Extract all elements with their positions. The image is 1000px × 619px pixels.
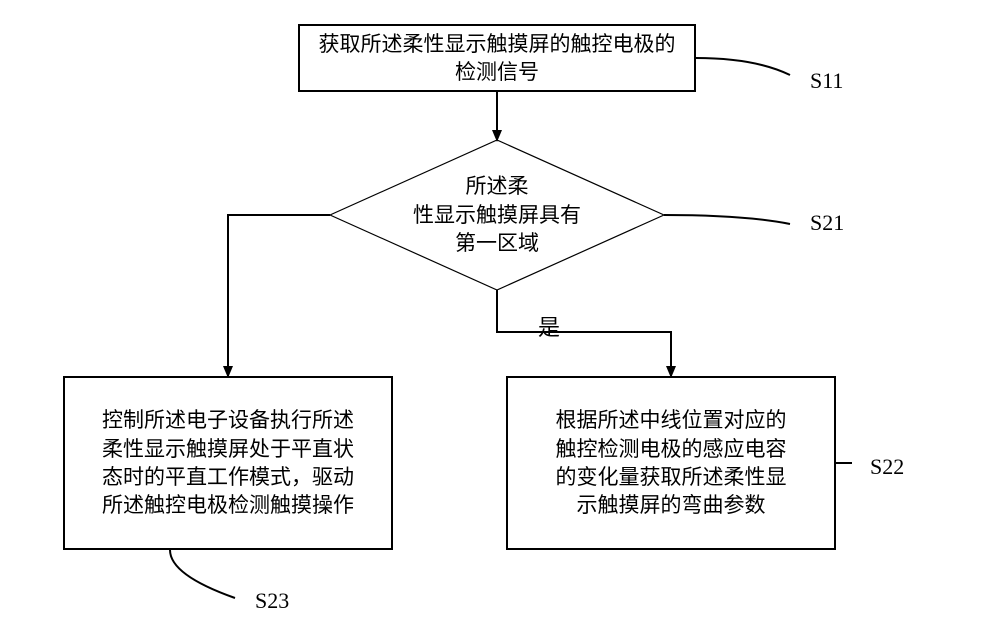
label-s23: S23	[255, 588, 289, 614]
node-s22-text: 根据所述中线位置对应的触控检测电极的感应电容的变化量获取所述柔性显示触摸屏的弯曲…	[556, 406, 787, 519]
node-s23: 控制所述电子设备执行所述柔性显示触摸屏处于平直状态时的平直工作模式，驱动所述触控…	[63, 376, 393, 550]
label-s22: S22	[870, 454, 904, 480]
flowchart-canvas: 获取所述柔性显示触摸屏的触控电极的检测信号 所述柔性显示触摸屏具有第一区域 控制…	[0, 0, 1000, 619]
label-s11: S11	[810, 68, 843, 94]
label-s21: S21	[810, 210, 844, 236]
node-s21-text: 所述柔性显示触摸屏具有第一区域	[413, 172, 581, 257]
node-s21: 所述柔性显示触摸屏具有第一区域	[330, 140, 664, 290]
edge-label-yes: 是	[538, 310, 560, 342]
node-s11-text: 获取所述柔性显示触摸屏的触控电极的检测信号	[319, 30, 676, 87]
node-s23-text: 控制所述电子设备执行所述柔性显示触摸屏处于平直状态时的平直工作模式，驱动所述触控…	[102, 406, 354, 519]
node-s22: 根据所述中线位置对应的触控检测电极的感应电容的变化量获取所述柔性显示触摸屏的弯曲…	[506, 376, 836, 550]
node-s11: 获取所述柔性显示触摸屏的触控电极的检测信号	[298, 24, 696, 92]
